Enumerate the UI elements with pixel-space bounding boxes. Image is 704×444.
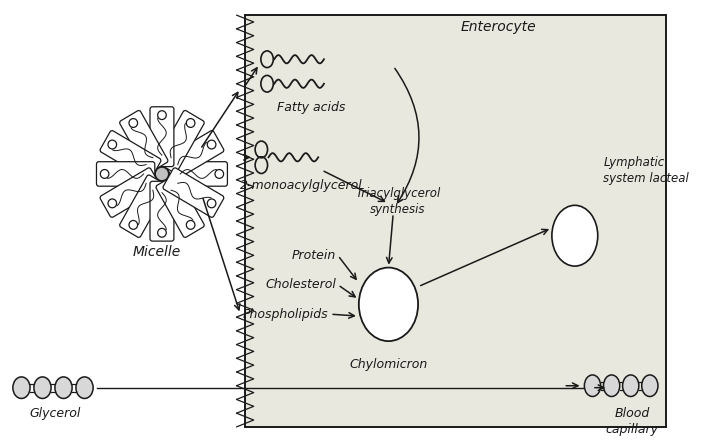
FancyBboxPatch shape	[150, 107, 174, 166]
Text: Fatty acids: Fatty acids	[277, 101, 345, 115]
Ellipse shape	[129, 119, 137, 127]
FancyBboxPatch shape	[100, 168, 161, 218]
FancyBboxPatch shape	[163, 131, 224, 180]
Ellipse shape	[207, 140, 216, 149]
Ellipse shape	[359, 268, 418, 341]
Text: Blood
capillary: Blood capillary	[605, 407, 659, 436]
Ellipse shape	[129, 221, 137, 229]
Text: Phospholipids: Phospholipids	[243, 308, 328, 321]
Ellipse shape	[187, 119, 195, 127]
Ellipse shape	[34, 377, 51, 398]
Text: Triacylglycerol
synthesis: Triacylglycerol synthesis	[356, 186, 441, 216]
FancyBboxPatch shape	[96, 162, 155, 186]
Ellipse shape	[207, 199, 216, 208]
Ellipse shape	[552, 205, 598, 266]
Ellipse shape	[100, 170, 109, 178]
Text: Chylomicron: Chylomicron	[349, 358, 427, 371]
FancyBboxPatch shape	[163, 168, 224, 218]
Ellipse shape	[158, 228, 166, 237]
FancyBboxPatch shape	[169, 162, 227, 186]
Ellipse shape	[76, 377, 93, 398]
FancyBboxPatch shape	[156, 175, 204, 238]
Ellipse shape	[603, 375, 620, 396]
Text: Cholesterol: Cholesterol	[265, 278, 336, 291]
Text: Glycerol: Glycerol	[30, 407, 80, 420]
FancyBboxPatch shape	[100, 131, 161, 180]
Text: Micelle: Micelle	[133, 245, 182, 258]
Ellipse shape	[156, 167, 169, 181]
Ellipse shape	[13, 377, 30, 398]
Ellipse shape	[187, 221, 195, 229]
Ellipse shape	[215, 170, 224, 178]
Text: Protein: Protein	[291, 249, 336, 262]
Text: Enterocyte: Enterocyte	[460, 20, 536, 34]
FancyBboxPatch shape	[120, 111, 168, 173]
Text: Lymphatic
system lacteal: Lymphatic system lacteal	[603, 156, 689, 185]
Ellipse shape	[158, 111, 166, 119]
Ellipse shape	[108, 199, 117, 208]
FancyBboxPatch shape	[120, 175, 168, 238]
Ellipse shape	[584, 375, 601, 396]
FancyBboxPatch shape	[245, 15, 665, 427]
Ellipse shape	[55, 377, 72, 398]
Ellipse shape	[642, 375, 658, 396]
Text: 2-monoacylglycerol: 2-monoacylglycerol	[240, 179, 363, 192]
Ellipse shape	[622, 375, 639, 396]
FancyBboxPatch shape	[156, 111, 204, 173]
FancyBboxPatch shape	[150, 181, 174, 241]
Ellipse shape	[108, 140, 117, 149]
